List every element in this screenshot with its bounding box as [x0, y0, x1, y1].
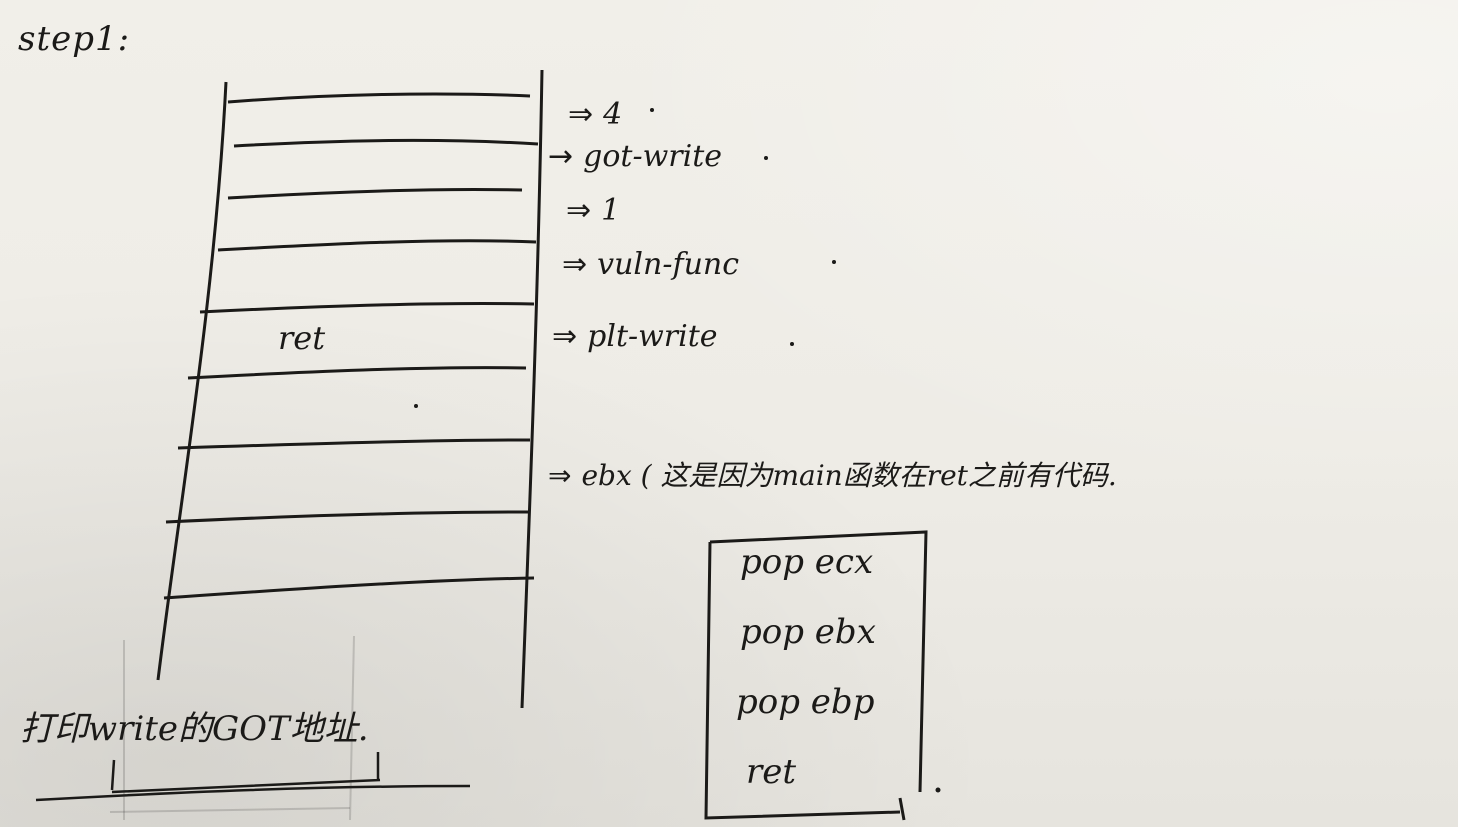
stack-left-border: [156, 81, 228, 681]
arrow-icon: ⇒: [568, 97, 594, 132]
arrow-icon: ⇒: [552, 319, 578, 354]
note-box: [110, 752, 381, 794]
gadget-instruction: pop ebx: [740, 612, 876, 652]
stack-row-line: [165, 510, 529, 524]
stack-row-line: [163, 576, 535, 600]
stack-row-line: [227, 187, 523, 200]
ink-dot: [790, 342, 794, 346]
gadget-instruction: pop ebp: [736, 682, 875, 722]
stack-row-line: [187, 366, 527, 380]
stack-row-line: [233, 138, 539, 148]
stack-row-text: ebx ( 这是因为main函数在ret之前有代码.: [581, 459, 1117, 492]
stack-row-line: [177, 438, 531, 450]
note-underline: [35, 784, 471, 802]
ink-dot: [650, 108, 654, 112]
stack-row-text: vuln-func: [597, 247, 740, 282]
stack-right-border: [520, 69, 544, 709]
gadget-instruction: ret: [746, 752, 797, 792]
stack-row-text: 4: [603, 97, 623, 132]
bottom-note: 打印write的GOT地址.: [20, 709, 369, 749]
arrow-icon: ⇒: [548, 459, 572, 492]
ink-dot: [935, 787, 941, 793]
stack-row-text: 1: [601, 193, 621, 228]
stack-row-label: ⇒ ebx ( 这是因为main函数在ret之前有代码.: [548, 462, 1117, 490]
stack-row-line: [227, 92, 531, 104]
stack-row-line: [199, 301, 535, 314]
stack-row-label: ⇒ 4: [568, 100, 622, 130]
ink-dot: [414, 404, 418, 408]
step-heading: step1:: [18, 19, 131, 59]
ink-dot: [832, 260, 836, 264]
stack-row-text: plt-write: [587, 319, 718, 354]
stack-row-label: ⇒ vuln-func: [562, 250, 739, 280]
bleed-through-line: [109, 807, 351, 813]
stack-row-text: got-write: [583, 139, 723, 174]
gadget-instruction: pop ecx: [740, 542, 874, 582]
bleed-through-line: [349, 635, 355, 821]
gadget-box-border: [704, 530, 928, 821]
stack-row-line: [217, 239, 537, 252]
stack-row-label: ⇒ plt-write: [552, 322, 718, 352]
arrow-icon: →: [548, 139, 574, 174]
stack-row-label: ⇒ 1: [566, 196, 620, 226]
stack-cell-ret: ret: [278, 319, 326, 357]
arrow-icon: ⇒: [566, 193, 592, 228]
stack-row-label: → got-write: [548, 142, 722, 172]
arrow-icon: ⇒: [562, 247, 588, 282]
ink-dot: [764, 156, 768, 160]
